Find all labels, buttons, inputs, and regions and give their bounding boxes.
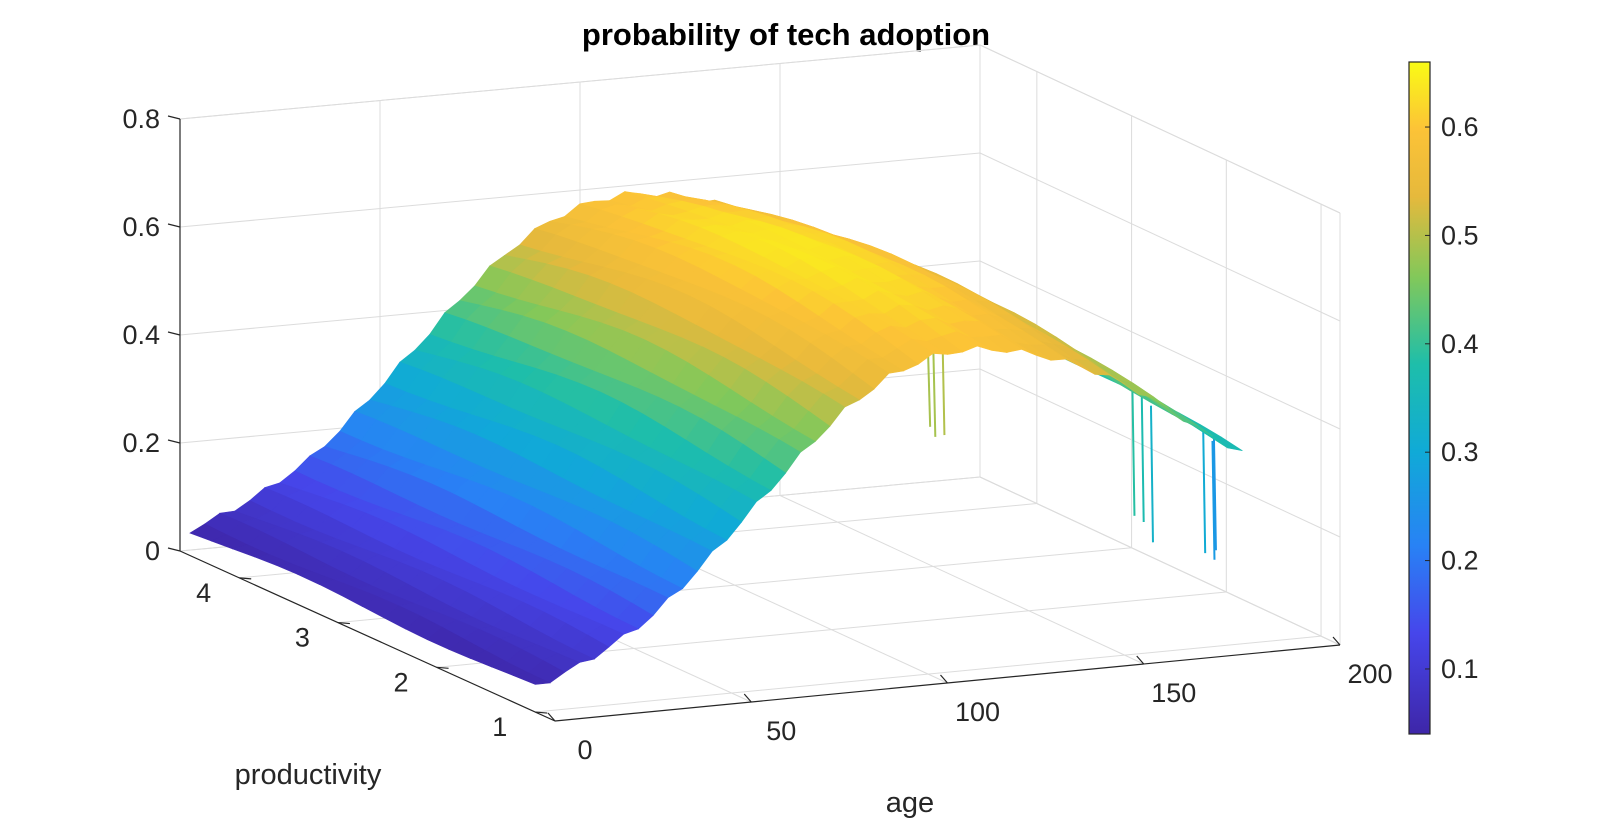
surface-spike — [1131, 391, 1136, 516]
x-tick-label: 0 — [577, 735, 592, 765]
surface-spike — [927, 355, 932, 427]
x-tick-label: 50 — [766, 716, 796, 746]
x-tick — [743, 693, 752, 703]
y-tick-label: 2 — [394, 667, 409, 697]
x-tick-label: 100 — [955, 697, 1000, 727]
colorbar-tick-label: 0.5 — [1441, 220, 1479, 250]
y-tick-label: 1 — [492, 712, 507, 742]
axes: 0 50 100 150 200 1 2 3 4 0 0.2 0.4 0.6 0.8 — [122, 104, 1392, 765]
y-tick — [535, 711, 548, 714]
x-tick-label: 200 — [1347, 659, 1392, 689]
y-tick — [436, 666, 449, 669]
surface — [189, 191, 1243, 685]
x-tick — [1332, 636, 1341, 646]
grid-line-y-floor — [535, 635, 1322, 713]
colorbar-tick-label: 0.3 — [1441, 437, 1479, 467]
z-tick — [167, 115, 181, 120]
x-tick — [940, 674, 948, 684]
z-tick — [167, 547, 181, 552]
x-axis-label: age — [886, 787, 934, 819]
y-tick-label: 4 — [196, 578, 211, 608]
colorbar-tick-label: 0.4 — [1441, 329, 1479, 359]
x-tick — [1136, 655, 1145, 665]
z-tick-label: 0.4 — [122, 320, 160, 350]
surface-patch — [1147, 396, 1184, 422]
surface-spike — [1211, 440, 1216, 560]
surface-patch — [1192, 424, 1228, 449]
surface-patch — [512, 672, 552, 685]
grid-line-z-back — [179, 44, 981, 120]
surface-spike — [932, 347, 937, 437]
y-tick — [337, 621, 350, 625]
y-axis-label: productivity — [235, 759, 382, 791]
grid-line-x-floor — [779, 495, 1144, 665]
grid-line-z-side — [979, 368, 1341, 538]
colorbar-tick-label: 0.6 — [1441, 112, 1479, 142]
x-tick — [547, 712, 556, 722]
z-tick — [167, 439, 181, 444]
colorbar-tick-label: 0.1 — [1441, 654, 1479, 684]
grid-line-z-side — [979, 260, 1341, 430]
z-tick-label: 0.8 — [122, 104, 160, 134]
y-tick-label: 3 — [295, 623, 310, 653]
colorbar-bar — [1408, 61, 1431, 735]
grid-line-z-back — [179, 152, 981, 228]
z-tick — [167, 331, 181, 336]
surface-patch — [1118, 379, 1155, 398]
z-tick-label: 0.6 — [122, 212, 160, 242]
surface-spike — [1140, 391, 1145, 522]
chart-title: probability of tech adoption — [582, 17, 990, 52]
x-tick-label: 150 — [1151, 678, 1196, 708]
grid-line-z-side — [979, 476, 1341, 646]
grid-line-z-side — [979, 152, 1341, 322]
grid-line-z-side — [979, 44, 1341, 214]
y-tick — [239, 577, 252, 580]
z-tick — [167, 223, 181, 228]
colorbar: 0.1 0.2 0.3 0.4 0.5 0.6 — [1408, 61, 1479, 735]
z-tick-label: 0 — [145, 536, 160, 566]
surface-spike — [1202, 428, 1207, 554]
y-axis-line — [179, 550, 556, 722]
surface-spike — [1149, 405, 1154, 543]
z-tick-label: 0.2 — [122, 428, 160, 458]
colorbar-tick-label: 0.2 — [1441, 546, 1479, 576]
surface-spike — [1212, 437, 1217, 551]
